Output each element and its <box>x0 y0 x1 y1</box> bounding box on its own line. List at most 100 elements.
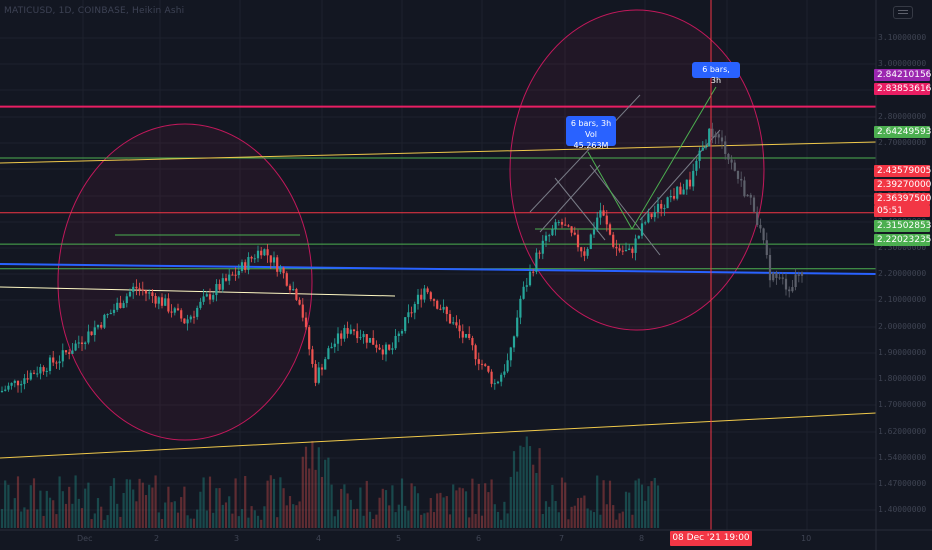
symbol-header: MATICUSD, 1D, COINBASE, Heikin Ashi <box>4 6 185 16</box>
candle-body <box>480 363 484 365</box>
trendlines[interactable] <box>0 86 877 459</box>
volume-bar <box>343 484 346 528</box>
volume-bar <box>208 476 212 528</box>
candle-body <box>653 212 656 218</box>
channel-line-3[interactable] <box>589 164 661 256</box>
volume-bar <box>637 478 640 528</box>
candle-body <box>320 367 324 370</box>
volume-bar <box>474 513 477 528</box>
candle-body <box>352 329 356 332</box>
time-axis-label: 7 <box>559 534 565 543</box>
volume-bar <box>125 479 128 528</box>
volume-bar <box>586 508 589 528</box>
highlight-circle-left <box>57 123 313 441</box>
candle-body <box>704 146 708 148</box>
candle-body <box>730 159 733 163</box>
price-tag: 2.43579005 <box>874 165 931 177</box>
time-axis-label: Dec <box>77 534 93 543</box>
volume-bar <box>570 506 573 528</box>
candle-body <box>4 389 7 391</box>
candle-body <box>461 331 464 338</box>
menu-icon[interactable] <box>893 6 913 19</box>
volume-bar <box>448 514 452 528</box>
volume-bar <box>234 478 237 528</box>
volume-bar <box>64 503 68 528</box>
volume-bar <box>154 475 157 528</box>
candle-body <box>512 336 516 348</box>
candle-body <box>775 272 778 279</box>
candle-body <box>304 317 308 328</box>
candle-body <box>375 344 378 348</box>
volume-bar <box>244 476 247 528</box>
candle-body <box>749 194 752 198</box>
volume-bar <box>381 488 384 528</box>
candle-body <box>61 350 64 362</box>
candle-body <box>503 371 506 375</box>
candle-body <box>68 352 71 354</box>
candle-body <box>231 274 234 276</box>
candle-body <box>516 317 519 337</box>
volume-bar <box>135 501 138 528</box>
price-axis-label: 1.54000000 <box>878 453 927 462</box>
volume-bar <box>311 441 314 528</box>
volume-bar <box>628 492 631 528</box>
candle-body <box>132 286 135 292</box>
candle-body <box>96 324 100 328</box>
measure-callout-1[interactable]: 6 bars, 3h Vol 45.263M <box>566 116 616 150</box>
trendline-blue[interactable] <box>0 263 877 275</box>
trendline-yellow-upper[interactable] <box>0 141 877 164</box>
candle-body <box>452 322 455 324</box>
channel-line-4[interactable] <box>554 177 606 241</box>
projection-line-green-2[interactable] <box>587 151 633 230</box>
volume-bar <box>282 488 285 528</box>
volume-bar <box>522 447 525 528</box>
candle-body <box>55 362 58 364</box>
candle-body <box>87 331 90 343</box>
candle-body <box>202 296 205 302</box>
candle-body <box>381 349 384 355</box>
volume-bar <box>557 512 560 528</box>
candle-body <box>714 134 717 138</box>
candle-body <box>298 299 301 305</box>
volume-bar <box>112 478 116 528</box>
price-axis-label: 1.47000000 <box>878 479 927 488</box>
candle-body <box>362 334 365 338</box>
candle-body <box>343 328 346 339</box>
candle-body <box>71 350 74 354</box>
candle-body <box>586 248 589 256</box>
candle-body <box>416 294 420 305</box>
channel-line-2[interactable] <box>539 164 601 233</box>
candle-body <box>311 349 314 364</box>
volume-bar <box>647 486 650 528</box>
volume-bar <box>516 471 519 528</box>
volume-bar <box>90 519 93 528</box>
volume-bar <box>340 488 343 528</box>
channel-line-1[interactable] <box>529 94 641 213</box>
trendline-yellow-lower[interactable] <box>0 412 877 459</box>
candle-body <box>269 255 272 263</box>
volume-bar <box>4 480 7 528</box>
channel-line-5[interactable] <box>639 129 721 221</box>
measure-callout-1-bars: 6 bars, 3h <box>570 119 612 128</box>
volume-bar <box>538 448 541 528</box>
menu-icon-bar-2 <box>898 13 908 14</box>
candle-body <box>471 337 474 346</box>
price-axis-label: 2.80000000 <box>878 112 927 121</box>
volume-bar <box>205 510 208 528</box>
measure-callout-2[interactable]: 6 bars, 3h <box>692 62 740 85</box>
candle-body <box>151 292 154 297</box>
price-axis-label: 1.80000000 <box>878 374 927 383</box>
candle-body <box>429 292 432 300</box>
volume-bar <box>368 511 372 528</box>
candle-body <box>240 262 244 271</box>
candle-body <box>407 312 410 318</box>
volume-bar <box>391 485 394 528</box>
trendline-cream[interactable] <box>0 286 396 297</box>
volume-bar <box>327 457 330 528</box>
projection-line-green[interactable] <box>631 86 717 230</box>
volume-bar <box>132 489 135 528</box>
candle-body <box>538 252 541 254</box>
candle-body <box>112 309 116 313</box>
candle-body <box>692 170 695 187</box>
